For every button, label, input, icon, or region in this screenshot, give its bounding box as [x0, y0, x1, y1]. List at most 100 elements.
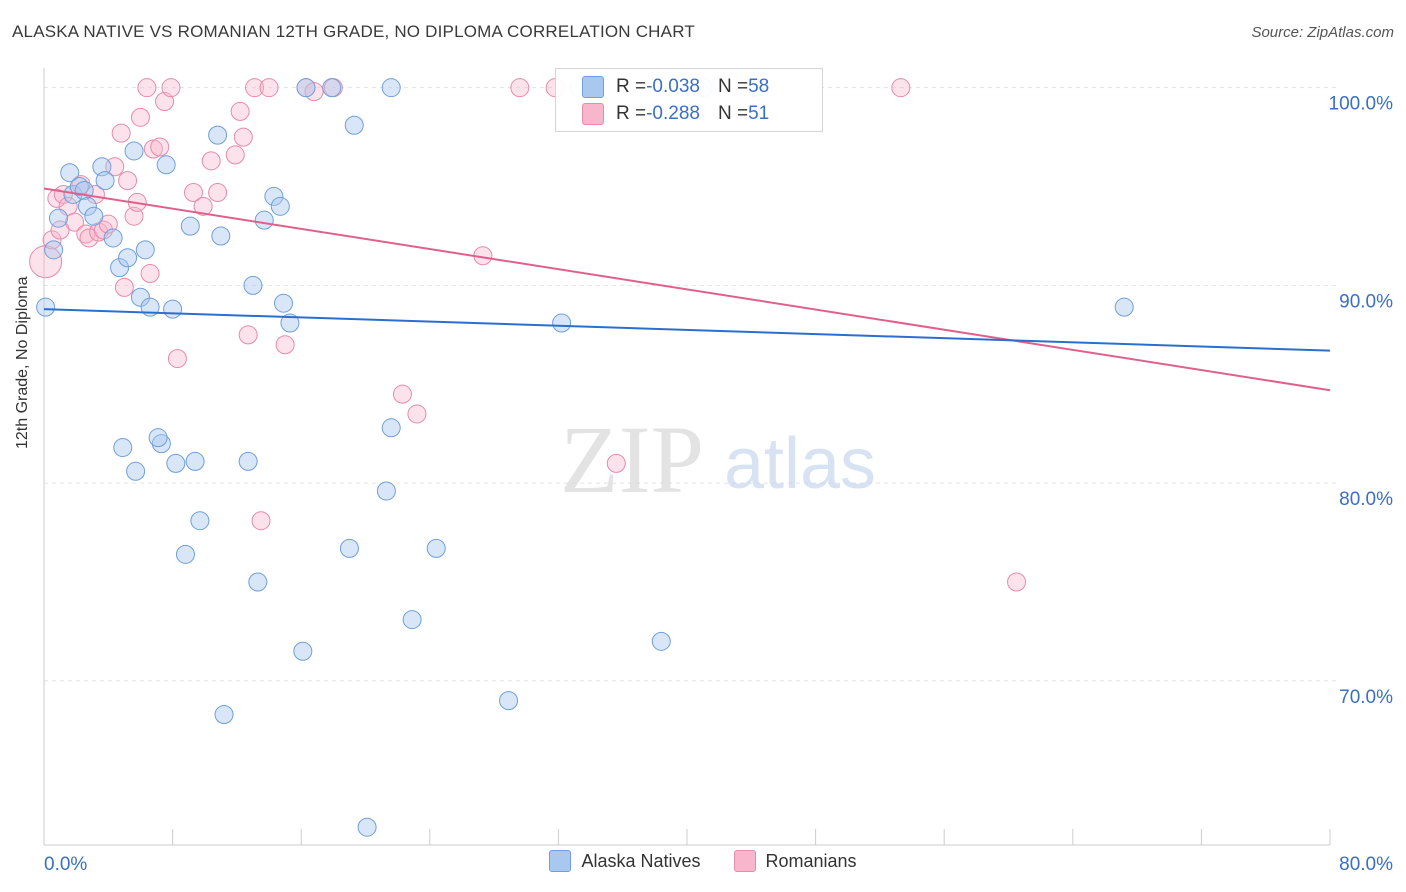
trend-line-alaska-natives	[43, 308, 1331, 352]
data-point-alaska-natives	[103, 228, 123, 248]
data-point-alaska-natives	[322, 78, 342, 98]
trend-lines	[43, 187, 1331, 392]
data-point-alaska-natives	[270, 196, 290, 216]
data-point-alaska-natives	[651, 631, 671, 651]
data-point-romanians	[150, 137, 170, 157]
data-point-alaska-natives	[166, 453, 186, 473]
legend-item-romanians[interactable]: Romanians	[733, 850, 857, 872]
data-point-alaska-natives	[376, 481, 396, 501]
stats-row-alaska: R = -0.038 N = 58	[582, 74, 769, 100]
data-point-alaska-natives	[214, 704, 234, 724]
data-point-alaska-natives	[175, 544, 195, 564]
data-point-romanians	[111, 123, 131, 143]
data-point-alaska-natives	[126, 461, 146, 481]
data-point-alaska-natives	[357, 817, 377, 837]
watermark: ZIP atlas	[560, 406, 876, 513]
watermark-atlas: atlas	[724, 424, 876, 504]
data-point-romanians	[891, 78, 911, 98]
stats-swatch-alaska	[582, 76, 604, 98]
stats-r-value: -0.288	[646, 103, 700, 124]
data-point-romanians	[118, 171, 138, 191]
data-point-alaska-natives	[84, 206, 104, 226]
stats-r-label: R =	[616, 76, 647, 97]
data-point-alaska-natives	[1114, 297, 1134, 317]
data-point-alaska-natives	[296, 78, 316, 98]
data-point-alaska-natives	[264, 186, 284, 206]
x-tick-labels: 0.0% 80.0%	[44, 854, 1393, 875]
data-point-alaska-natives	[113, 438, 133, 458]
grid-lines	[44, 87, 1338, 682]
legend-label-romanians: Romanians	[765, 850, 857, 871]
stats-box: R = -0.038 N = 58 R = -0.288 N = 51	[555, 68, 823, 132]
data-point-romanians	[143, 139, 163, 159]
data-point-alaska-natives	[339, 538, 359, 558]
data-point-romanians	[140, 264, 160, 284]
data-point-alaska-natives	[499, 691, 519, 711]
data-point-alaska-natives	[238, 451, 258, 471]
data-point-alaska-natives	[185, 451, 205, 471]
data-point-alaska-natives	[95, 171, 115, 191]
legend-swatch-romanians	[733, 850, 756, 872]
data-point-alaska-natives	[135, 240, 155, 260]
y-tick-label: 100.0%	[1329, 94, 1394, 115]
data-point-alaska-natives	[190, 511, 210, 531]
data-point-alaska-natives	[208, 125, 228, 145]
data-point-romanians	[193, 196, 213, 216]
axes	[43, 68, 1331, 846]
data-point-alaska-natives	[426, 538, 446, 558]
data-point-alaska-natives	[163, 299, 183, 319]
x-tick-label: 0.0%	[44, 854, 87, 875]
data-point-alaska-natives	[36, 297, 56, 317]
data-point-alaska-natives	[381, 78, 401, 98]
data-point-romanians	[65, 212, 85, 232]
stats-r-label: R =	[616, 103, 647, 124]
data-point-romanians	[1007, 572, 1027, 592]
stats-swatch-romanians	[582, 103, 604, 125]
data-point-alaska-natives	[151, 434, 171, 454]
data-point-alaska-natives	[243, 275, 263, 295]
data-point-alaska-natives	[552, 313, 572, 333]
legend-label-alaska-natives: Alaska Natives	[581, 850, 701, 871]
data-point-alaska-natives	[148, 428, 168, 448]
data-point-alaska-natives	[293, 641, 313, 661]
stats-n-label: N =	[717, 103, 749, 124]
data-point-romanians	[606, 453, 626, 473]
data-point-alaska-natives	[60, 163, 80, 183]
data-point-romanians	[225, 145, 245, 165]
chart-title: ALASKA NATIVE VS ROMANIAN 12TH GRADE, NO…	[12, 22, 695, 41]
data-point-alaska-natives	[381, 418, 401, 438]
y-tick-label: 90.0%	[1339, 291, 1393, 312]
data-point-romanians	[230, 101, 250, 121]
y-tick-label: 70.0%	[1339, 687, 1393, 708]
x-tick-label: 80.0%	[1339, 854, 1393, 875]
data-point-alaska-natives	[110, 258, 130, 278]
stats-n-value: 58	[748, 76, 770, 97]
data-point-romanians	[233, 127, 253, 147]
data-point-romanians	[130, 107, 150, 127]
data-point-alaska-natives	[118, 248, 138, 268]
data-point-romanians	[79, 228, 99, 248]
data-point-romanians	[251, 511, 271, 531]
legend-swatch-alaska-natives	[549, 850, 572, 872]
data-point-romanians	[392, 384, 412, 404]
stats-row-romanians: R = -0.288 N = 51	[582, 101, 769, 127]
legend-item-alaska-natives[interactable]: Alaska Natives	[549, 850, 701, 872]
data-point-romanians	[155, 92, 175, 112]
y-tick-labels: 100.0% 90.0% 80.0% 70.0%	[1329, 94, 1394, 708]
data-point-alaska-natives	[124, 141, 144, 161]
trend-line-romanians	[43, 187, 1331, 392]
data-point-romanians	[407, 404, 427, 424]
data-point-alaska-natives	[130, 287, 150, 307]
series-alaska-natives	[36, 78, 1134, 837]
data-point-alaska-natives	[254, 210, 274, 230]
data-point-alaska-natives	[77, 196, 97, 216]
stats-n-value: 51	[748, 103, 770, 124]
data-point-romanians	[245, 78, 265, 98]
data-point-romanians	[238, 325, 258, 345]
data-point-romanians	[42, 230, 62, 250]
series-romanians	[29, 78, 1027, 592]
data-point-romanians	[50, 220, 70, 240]
data-point-alaska-natives	[344, 115, 364, 135]
data-point-romanians	[114, 277, 134, 297]
